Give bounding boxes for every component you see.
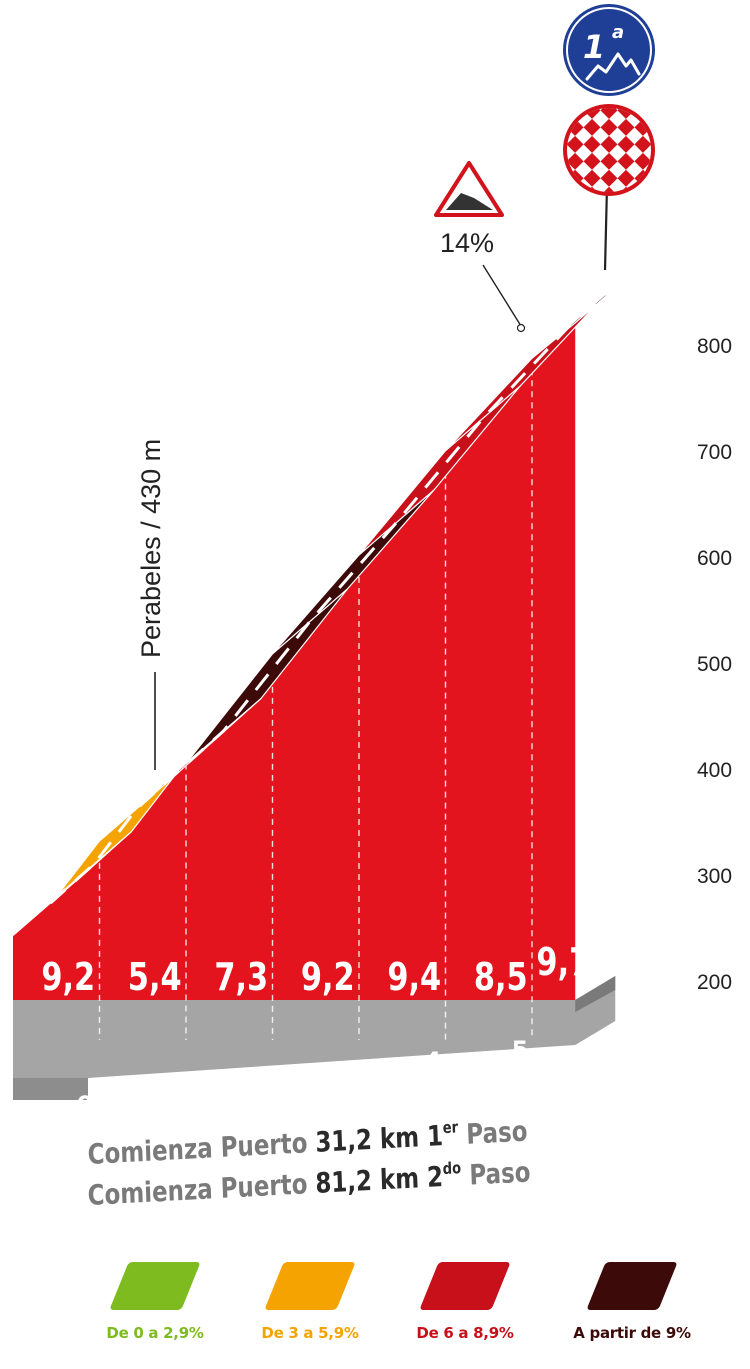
y-tick-700: 700: [697, 441, 732, 464]
checker-square: [600, 135, 618, 153]
category-badge-ring: [566, 7, 652, 93]
start-label: Perabeles / 430 m: [136, 439, 166, 658]
legend-item-green: De 0 a 2,9%: [80, 1262, 230, 1342]
y-tick-200: 200: [697, 971, 732, 994]
note-ordinal-sup: do: [442, 1159, 461, 1179]
checker-square: [600, 108, 618, 119]
profile-wall: [13, 322, 576, 1000]
mountain-icon: [585, 52, 641, 81]
legend-label-dark: A partir de 9%: [573, 1324, 691, 1342]
legend: De 0 a 2,9% De 3 a 5,9% De 6 a 8,9% A pa…: [0, 1262, 750, 1362]
note-suffix: Paso: [461, 1156, 531, 1192]
y-tick-600: 600: [697, 547, 732, 570]
finish-pole: [603, 185, 609, 271]
checker-square: [600, 169, 618, 187]
x-tick-2: 2: [251, 1069, 268, 1097]
note-distance: 81,2 km: [315, 1162, 420, 1200]
gradient-label-2: 7,3: [214, 956, 268, 1000]
x-tick-3: 3: [338, 1058, 355, 1086]
max-gradient-label: 14%: [440, 228, 494, 258]
y-tick-300: 300: [697, 865, 732, 888]
legend-label-orange: De 3 a 5,9%: [261, 1324, 359, 1342]
max-gradient-marker: [516, 323, 526, 333]
legend-item-orange: De 3 a 5,9%: [235, 1262, 385, 1342]
category-superscript: a: [612, 22, 624, 43]
checker-square: [583, 152, 601, 170]
legend-item-red: De 6 a 8,9%: [390, 1262, 540, 1342]
warning-triangle-icon: [434, 161, 504, 217]
legend-swatch-dark: [586, 1262, 678, 1310]
gradient-label-3: 9,2: [301, 956, 355, 1000]
legend-label-green: De 0 a 2,9%: [106, 1324, 204, 1342]
note-ordinal-sup: er: [442, 1118, 459, 1137]
y-tick-400: 400: [697, 759, 732, 782]
note-prefix: Comienza Puerto: [87, 1168, 316, 1213]
note-suffix: Paso: [458, 1115, 528, 1151]
base-front: [13, 1078, 88, 1100]
legend-swatch-orange: [264, 1262, 356, 1310]
x-tick-4: 4: [425, 1047, 442, 1075]
legend-swatch-green: [109, 1262, 201, 1310]
x-tick-0: 0: [77, 1091, 94, 1119]
x-tick-1: 1: [164, 1080, 181, 1108]
roof-center-line: [49, 289, 614, 905]
category-number: 1: [583, 28, 605, 66]
legend-item-dark: A partir de 9%: [557, 1262, 707, 1342]
y-tick-500: 500: [697, 653, 732, 676]
gradient-label-1: 5,4: [128, 956, 182, 1000]
note-ordinal: 1: [418, 1120, 443, 1154]
checker-square: [600, 152, 618, 170]
gradient-label-5: 8,5: [474, 956, 528, 1000]
note-distance: 31,2 km: [315, 1121, 420, 1159]
checker-square: [601, 204, 618, 221]
checker-square: [634, 152, 651, 170]
checker-square: [600, 186, 618, 192]
legend-swatch-red: [419, 1262, 511, 1310]
note-ordinal: 2: [418, 1161, 443, 1195]
legend-label-red: De 6 a 8,9%: [416, 1324, 514, 1342]
checker-square: [567, 135, 584, 153]
base-side: [13, 976, 616, 1078]
note-prefix: Comienza Puerto: [87, 1127, 316, 1172]
category-badge: [563, 4, 655, 96]
max-gradient-leader: [482, 264, 522, 327]
gradient-label-0: 9,2: [41, 956, 95, 1000]
x-tick-5: 5: [512, 1036, 529, 1064]
gradient-label-6: 9,7: [536, 941, 590, 985]
base-top: [575, 976, 616, 1012]
slope-icon: [446, 193, 493, 210]
x-tick-6: 6: [599, 1025, 616, 1053]
checker-square: [600, 118, 618, 136]
gradient-label-4: 9,4: [387, 956, 441, 1000]
y-tick-800: 800: [697, 335, 732, 358]
